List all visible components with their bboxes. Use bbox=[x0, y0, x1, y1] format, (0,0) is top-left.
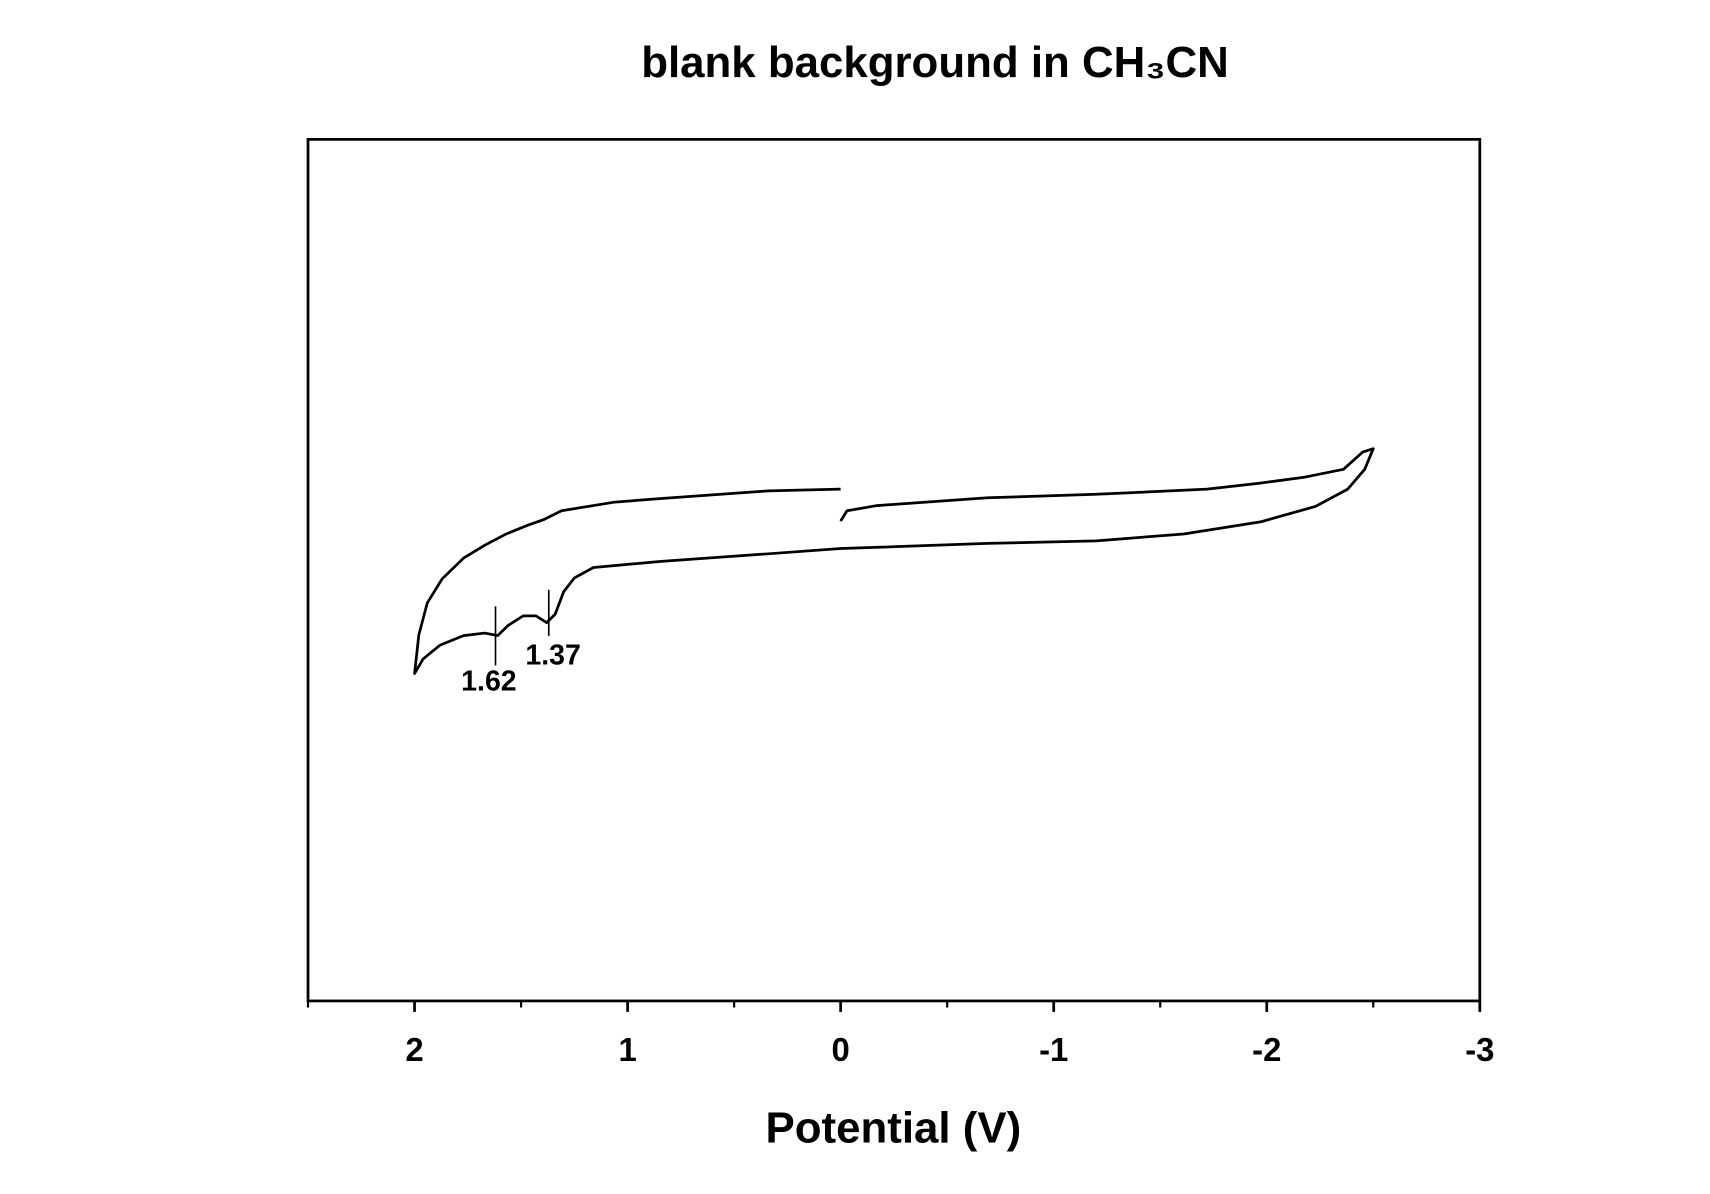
peak-label: 1.62 bbox=[461, 666, 516, 698]
x-tick-label: 2 bbox=[405, 1031, 423, 1068]
x-axis-label: Potential (V) bbox=[766, 1103, 1022, 1152]
chart-title: blank background in CH₃CN bbox=[641, 38, 1229, 87]
x-tick-label: -2 bbox=[1252, 1031, 1281, 1068]
x-tick-label: 1 bbox=[618, 1031, 636, 1068]
x-tick-label: 0 bbox=[832, 1031, 850, 1068]
x-tick-label: -1 bbox=[1039, 1031, 1068, 1068]
plot-frame bbox=[306, 137, 1482, 1003]
x-tick-label: -3 bbox=[1465, 1031, 1494, 1068]
peak-label: 1.37 bbox=[525, 639, 580, 671]
data-line bbox=[413, 447, 1375, 675]
